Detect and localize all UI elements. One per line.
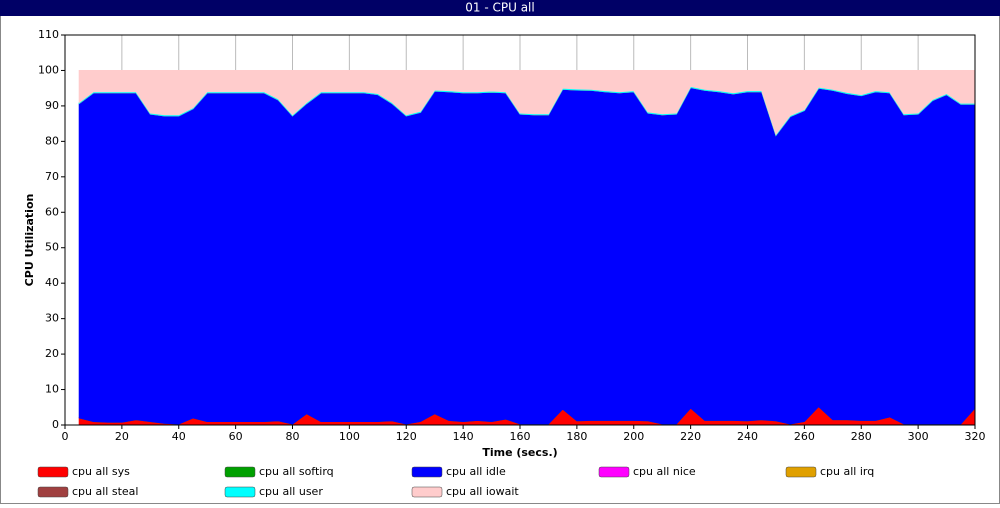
legend-swatch [411,486,443,498]
y-tick-label: 20 [45,347,59,360]
legend-label: cpu all iowait [446,485,519,498]
legend-swatch [598,466,630,478]
legend-label: cpu all user [259,485,323,498]
y-tick-label: 90 [45,99,59,112]
x-tick-label: 80 [286,430,300,443]
x-tick-label: 260 [794,430,815,443]
legend-label: cpu all idle [446,465,506,478]
x-tick-label: 200 [623,430,644,443]
y-tick-label: 30 [45,312,59,325]
legend-label: cpu all softirq [259,465,334,478]
y-axis-label: CPU Utilization [23,194,36,287]
legend-swatch [37,486,69,498]
legend-swatch [224,466,256,478]
y-tick-label: 100 [38,63,59,76]
legend-swatch [785,466,817,478]
x-tick-label: 60 [229,430,243,443]
legend-label: cpu all sys [72,465,130,478]
x-tick-label: 280 [851,430,872,443]
legend-swatch [37,466,69,478]
x-tick-label: 120 [396,430,417,443]
y-tick-label: 60 [45,205,59,218]
y-tick-label: 110 [38,28,59,41]
x-tick-label: 20 [115,430,129,443]
x-tick-label: 140 [453,430,474,443]
x-tick-label: 40 [172,430,186,443]
x-tick-label: 300 [908,430,929,443]
x-axis-label: Time (secs.) [482,446,557,459]
y-tick-label: 80 [45,134,59,147]
legend-label: cpu all nice [633,465,696,478]
x-tick-label: 240 [737,430,758,443]
title-bar [0,0,1000,16]
legend-label: cpu all irq [820,465,874,478]
x-tick-label: 0 [62,430,69,443]
x-tick-label: 100 [339,430,360,443]
area [78,86,976,425]
x-tick-label: 180 [566,430,587,443]
x-tick-label: 220 [680,430,701,443]
y-tick-label: 70 [45,170,59,183]
chart-title: 01 - CPU all [465,1,534,15]
legend-swatch [224,486,256,498]
y-tick-label: 40 [45,276,59,289]
x-tick-label: 320 [965,430,986,443]
legend-label: cpu all steal [72,485,138,498]
y-tick-label: 0 [52,418,59,431]
x-tick-label: 160 [510,430,531,443]
legend-swatch [411,466,443,478]
y-tick-label: 50 [45,241,59,254]
y-tick-label: 10 [45,383,59,396]
